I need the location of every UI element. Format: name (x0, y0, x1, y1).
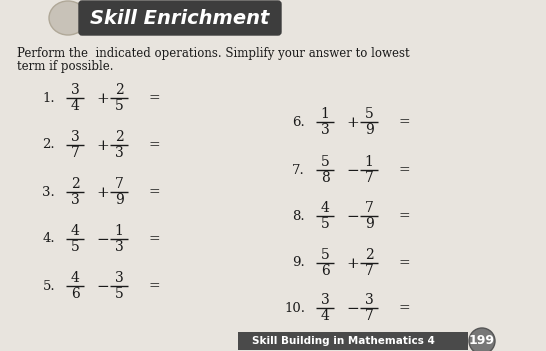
Text: 7: 7 (365, 309, 373, 323)
Text: 10.: 10. (284, 302, 305, 314)
Text: −: − (347, 164, 359, 178)
Text: 6: 6 (70, 287, 79, 301)
Text: 2: 2 (365, 248, 373, 262)
Text: 7: 7 (365, 201, 373, 215)
Text: 5: 5 (365, 107, 373, 121)
Text: 7: 7 (70, 146, 79, 160)
Text: 1: 1 (365, 155, 373, 169)
FancyBboxPatch shape (79, 1, 281, 35)
Text: term if possible.: term if possible. (17, 60, 114, 73)
Text: +: + (97, 139, 109, 153)
Text: Skill Building in Mathematics 4: Skill Building in Mathematics 4 (252, 336, 435, 346)
Text: 1: 1 (321, 107, 329, 121)
Text: 7.: 7. (292, 164, 305, 177)
Text: +: + (347, 257, 359, 271)
Text: 4: 4 (321, 309, 329, 323)
FancyBboxPatch shape (238, 332, 468, 350)
Text: 2: 2 (70, 177, 79, 191)
Text: 6.: 6. (292, 115, 305, 128)
Text: 5.: 5. (43, 279, 55, 292)
Text: 3.: 3. (42, 185, 55, 199)
Text: 3: 3 (115, 240, 123, 254)
Text: =: = (399, 209, 411, 223)
Text: 5: 5 (321, 217, 329, 231)
Text: =: = (149, 91, 161, 105)
Text: 1.: 1. (43, 92, 55, 105)
Text: 5: 5 (115, 287, 123, 301)
Text: 2: 2 (115, 130, 123, 144)
Text: =: = (149, 138, 161, 152)
Text: =: = (149, 185, 161, 199)
Text: 4: 4 (70, 224, 79, 238)
Text: +: + (347, 116, 359, 130)
Text: 1: 1 (115, 224, 123, 238)
Text: Perform the  indicated operations. Simplify your answer to lowest: Perform the indicated operations. Simpli… (17, 47, 410, 60)
Text: 199: 199 (469, 335, 495, 347)
Text: −: − (347, 302, 359, 316)
Text: 5: 5 (115, 99, 123, 113)
Text: 9: 9 (115, 193, 123, 207)
Text: 5: 5 (321, 248, 329, 262)
Text: +: + (97, 92, 109, 106)
Text: −: − (347, 210, 359, 224)
Text: 9: 9 (365, 217, 373, 231)
Text: 5: 5 (321, 155, 329, 169)
Text: Skill Enrichment: Skill Enrichment (90, 9, 270, 28)
Text: 3: 3 (115, 271, 123, 285)
Text: =: = (149, 232, 161, 246)
Text: 7: 7 (115, 177, 123, 191)
Text: −: − (97, 280, 109, 294)
Text: 2: 2 (115, 83, 123, 97)
Text: 7: 7 (365, 264, 373, 278)
Text: 4: 4 (321, 201, 329, 215)
Text: =: = (149, 279, 161, 293)
Text: +: + (97, 186, 109, 200)
Text: =: = (399, 115, 411, 129)
Text: 8: 8 (321, 171, 329, 185)
Text: 4: 4 (70, 271, 79, 285)
Text: 3: 3 (70, 193, 79, 207)
Text: 3: 3 (70, 83, 79, 97)
Text: 2.: 2. (43, 139, 55, 152)
Text: 3: 3 (70, 130, 79, 144)
Text: 3: 3 (321, 293, 329, 307)
Text: 9: 9 (365, 123, 373, 137)
Text: 8.: 8. (292, 210, 305, 223)
Text: 6: 6 (321, 264, 329, 278)
Text: =: = (399, 256, 411, 270)
Text: −: − (97, 233, 109, 247)
Text: 3: 3 (115, 146, 123, 160)
Text: 9.: 9. (292, 257, 305, 270)
Text: 5: 5 (70, 240, 79, 254)
Text: 3: 3 (365, 293, 373, 307)
Text: =: = (399, 301, 411, 315)
Text: 4.: 4. (43, 232, 55, 245)
Circle shape (469, 328, 495, 351)
Ellipse shape (49, 1, 87, 35)
Text: 7: 7 (365, 171, 373, 185)
Text: =: = (399, 163, 411, 177)
Text: 3: 3 (321, 123, 329, 137)
Text: 4: 4 (70, 99, 79, 113)
